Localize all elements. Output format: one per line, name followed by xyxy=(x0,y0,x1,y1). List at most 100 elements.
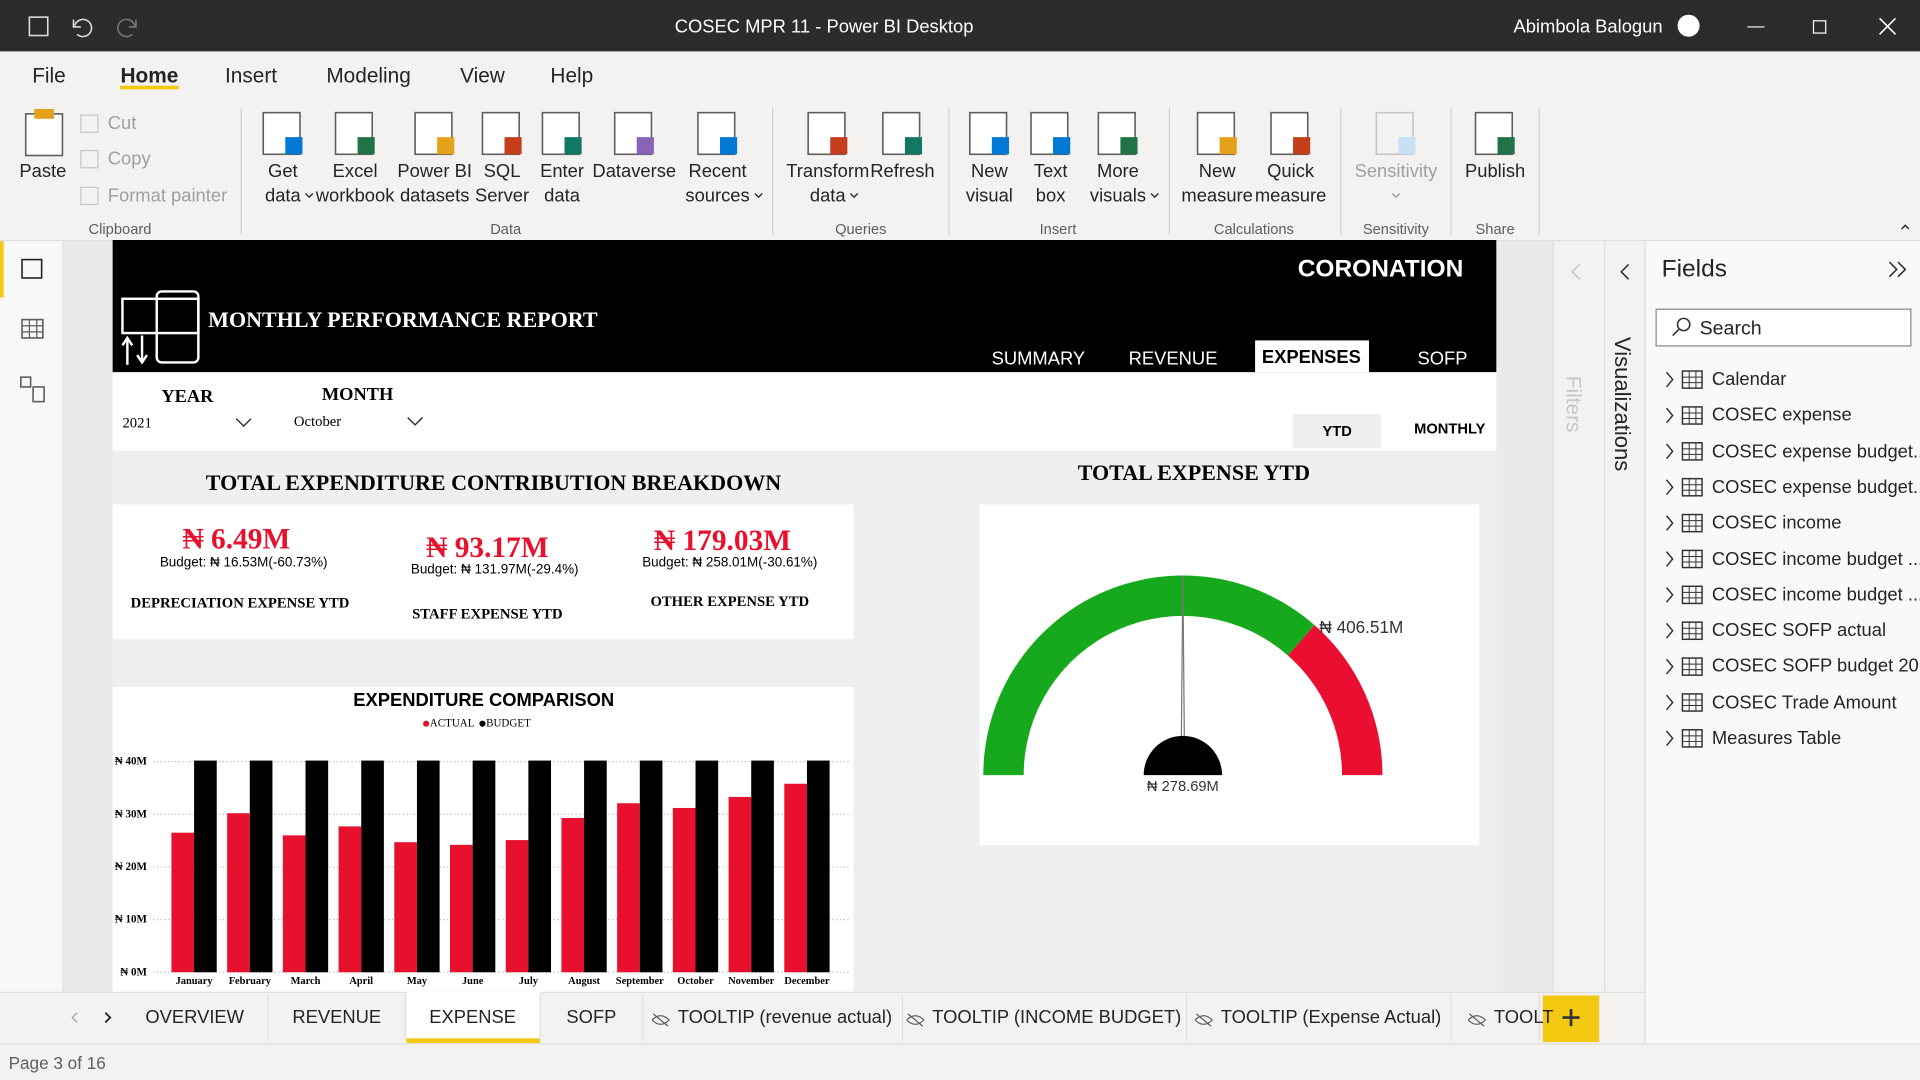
ribbon-button[interactable]: data xyxy=(544,185,580,207)
report-nav-item[interactable]: SOFP xyxy=(1417,348,1468,370)
ribbon-button[interactable]: Dataverse xyxy=(592,161,677,182)
page-tab[interactable]: OVERVIEW xyxy=(145,1007,245,1028)
hidden-page-icon xyxy=(651,1013,671,1027)
ribbon-button[interactable]: Excel xyxy=(332,161,378,182)
bar xyxy=(505,840,529,973)
page-tab[interactable]: SOFP xyxy=(566,1007,617,1028)
ribbon-button[interactable]: visuals xyxy=(1089,185,1147,207)
active-page-tab[interactable] xyxy=(406,991,540,1044)
x-tick-label: January xyxy=(175,974,213,987)
ribbon-button[interactable]: Enter xyxy=(540,161,584,182)
active-tab-underline xyxy=(120,85,179,90)
fields-pane xyxy=(1644,241,1920,1044)
ribbon-tab[interactable]: Help xyxy=(550,64,594,88)
filters-pane[interactable] xyxy=(1552,241,1605,992)
field-table[interactable]: COSEC expense budget... xyxy=(1711,440,1920,462)
ribbon-button[interactable]: SQL xyxy=(483,161,521,182)
ribbon-tab[interactable]: View xyxy=(460,64,505,88)
filters-label[interactable]: Filters xyxy=(1561,375,1586,433)
bar xyxy=(528,760,552,973)
active-toggle[interactable] xyxy=(1293,413,1382,449)
search-box[interactable] xyxy=(1655,308,1912,347)
slicer-value[interactable]: 2021 xyxy=(122,413,152,432)
ribbon-button[interactable]: Get xyxy=(268,161,298,182)
ribbon-button[interactable]: data xyxy=(809,185,846,207)
page-indicator: Page 3 of 16 xyxy=(8,1053,106,1073)
field-table[interactable]: COSEC Trade Amount xyxy=(1711,692,1897,713)
report-nav-item[interactable]: EXPENSES xyxy=(1261,347,1361,368)
field-table[interactable]: COSEC income budget ... xyxy=(1711,584,1920,606)
bar xyxy=(639,760,663,973)
ribbon-button[interactable]: visual xyxy=(965,185,1013,207)
ribbon-button[interactable]: data xyxy=(264,185,301,207)
ribbon-button[interactable]: New xyxy=(971,161,1008,182)
ribbon-button[interactable]: Publish xyxy=(1464,161,1526,182)
clipboard-button[interactable]: Format painter xyxy=(107,185,228,207)
report-nav-item[interactable]: REVENUE xyxy=(1128,348,1218,370)
field-table[interactable]: Calendar xyxy=(1711,369,1787,390)
hidden-page-icon xyxy=(1194,1013,1214,1027)
clipboard-button[interactable]: Cut xyxy=(107,113,137,135)
ribbon-tab[interactable]: Insert xyxy=(224,64,278,88)
ribbon-tab[interactable]: File xyxy=(32,64,66,88)
visualizations-pane[interactable] xyxy=(1604,241,1646,992)
field-table[interactable]: Measures Table xyxy=(1711,727,1842,749)
ribbon-button[interactable]: Quick xyxy=(1267,161,1315,182)
ribbon-button[interactable]: Transform xyxy=(786,161,870,182)
field-table[interactable]: COSEC expense budget... xyxy=(1711,476,1920,498)
toggle-button[interactable]: YTD xyxy=(1322,422,1352,440)
page-tab[interactable]: TOOLTIP (INCOME BUDGET) xyxy=(932,1007,1182,1028)
page-tab[interactable]: TOOLTIP (Expense Actual) xyxy=(1220,1007,1442,1028)
report-nav-item[interactable]: SUMMARY xyxy=(991,348,1086,370)
expand-chevron xyxy=(1665,479,1674,496)
button-icon-accent xyxy=(504,137,522,155)
field-table[interactable]: COSEC expense xyxy=(1711,405,1852,426)
ribbon-button[interactable]: measure xyxy=(1254,185,1327,207)
toggle-button[interactable]: MONTHLY xyxy=(1414,420,1486,438)
ribbon-button[interactable]: Server xyxy=(474,185,530,207)
slicer-value[interactable]: October xyxy=(293,412,342,430)
ribbon-button[interactable]: box xyxy=(1035,185,1066,207)
paste-button[interactable]: Paste xyxy=(19,161,67,182)
table-icon-grid xyxy=(1682,478,1703,496)
kpi-label: DEPRECIATION EXPENSE YTD xyxy=(130,593,350,612)
expand-icon xyxy=(1888,261,1907,278)
ribbon-button[interactable]: More xyxy=(1097,161,1139,182)
bar xyxy=(249,760,273,973)
paste-icon xyxy=(24,113,64,157)
active-nav-item[interactable] xyxy=(1255,340,1369,373)
field-table[interactable]: COSEC income budget ... xyxy=(1711,548,1920,570)
search-placeholder[interactable]: Search xyxy=(1699,318,1762,340)
expand-chevron xyxy=(1665,371,1674,388)
page-tab[interactable]: EXPENSE xyxy=(429,1007,517,1028)
ribbon-tab[interactable]: Modeling xyxy=(326,64,411,88)
ribbon-button[interactable]: workbook xyxy=(315,185,395,207)
ribbon-button[interactable]: Power BI xyxy=(397,161,472,182)
ribbon-button[interactable]: sources xyxy=(685,185,750,207)
report-view-icon xyxy=(21,258,43,279)
field-table[interactable]: COSEC SOFP budget 20... xyxy=(1711,656,1920,678)
ribbon-button[interactable]: Recent xyxy=(688,161,747,182)
table-icon xyxy=(1681,621,1703,641)
chevron-icon xyxy=(1391,192,1401,199)
chevron-icon xyxy=(1150,192,1159,199)
page-tab[interactable]: TOOLTIP (revenue actual) xyxy=(677,1007,893,1028)
field-table[interactable]: COSEC SOFP actual xyxy=(1711,620,1887,642)
ribbon-button[interactable]: datasets xyxy=(399,185,470,207)
ribbon-tab[interactable]: Home xyxy=(120,64,179,88)
bar xyxy=(394,842,417,973)
bar xyxy=(751,760,774,973)
ribbon-button[interactable]: measure xyxy=(1181,185,1253,207)
ribbon-button[interactable]: Sensitivity xyxy=(1354,161,1438,182)
expand-chevron xyxy=(1665,551,1674,567)
visualizations-label[interactable]: Visualizations xyxy=(1610,336,1635,472)
page-tab[interactable]: REVENUE xyxy=(292,1007,382,1028)
ribbon-button[interactable]: Refresh xyxy=(870,161,935,182)
field-table[interactable]: COSEC income xyxy=(1711,512,1842,534)
status-bar xyxy=(0,1043,1920,1080)
ribbon-button[interactable]: New xyxy=(1198,161,1236,182)
table-icon-grid xyxy=(1682,693,1703,712)
ribbon-button[interactable]: Text xyxy=(1033,161,1068,182)
page-tab[interactable]: TOOLT xyxy=(1493,1007,1554,1028)
clipboard-button[interactable]: Copy xyxy=(107,148,151,170)
